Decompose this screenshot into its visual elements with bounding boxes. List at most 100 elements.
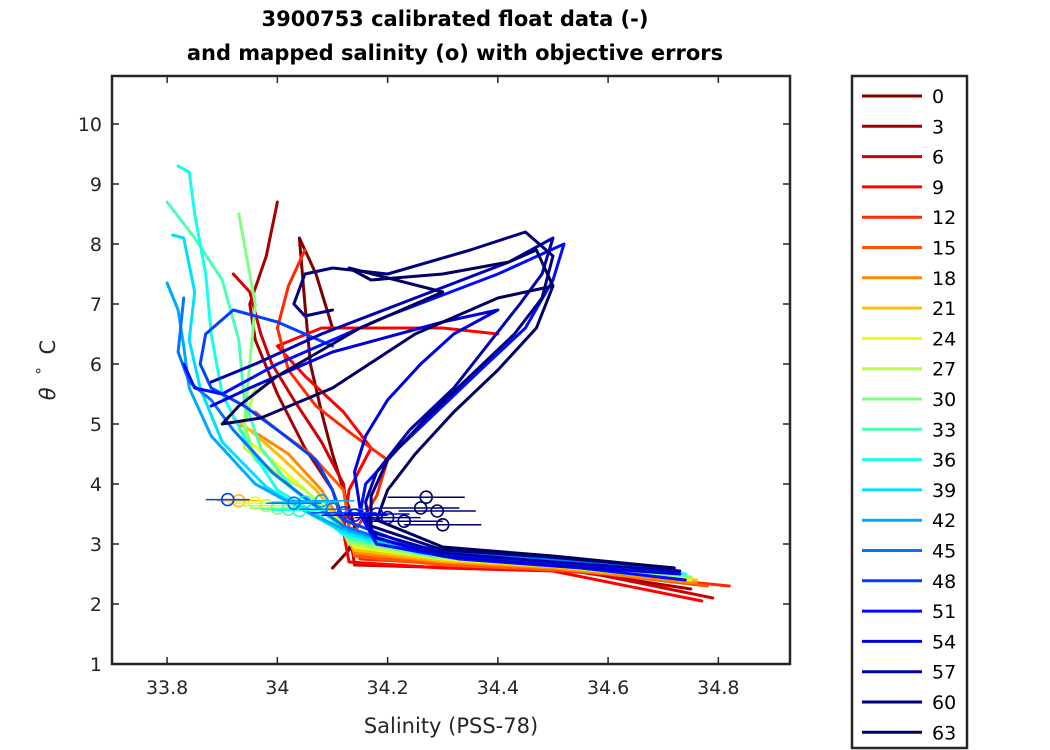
legend-entry-54: 54 [862, 631, 956, 653]
mapped-salinity-point-15 [387, 490, 465, 505]
legend-label: 27 [932, 359, 956, 381]
legend-label: 48 [932, 571, 956, 593]
legend-label: 51 [932, 601, 956, 623]
legend-label: 54 [932, 631, 956, 653]
legend-label: 45 [932, 541, 956, 563]
legend-entry-12: 12 [862, 207, 956, 229]
chart-subtitle: and mapped salinity (o) with objective e… [187, 41, 723, 65]
legend-label: 12 [932, 207, 956, 229]
y-tick-label: 1 [90, 654, 102, 676]
legend-label: 9 [932, 177, 944, 199]
profile-series-11 [165, 200, 687, 576]
float-profiles [165, 164, 731, 603]
x-tick-label: 33.8 [146, 677, 188, 699]
mapped-salinity-point-17 [404, 517, 482, 532]
legend-entry-9: 9 [862, 177, 944, 199]
legend-entry-27: 27 [862, 359, 956, 381]
profile-series-20 [292, 230, 676, 570]
legend-entry-60: 60 [862, 692, 956, 714]
profile-series-13 [171, 233, 682, 576]
legend-entry-24: 24 [862, 328, 956, 350]
x-tick-label: 34.8 [697, 677, 739, 699]
legend-entry-0: 0 [862, 86, 944, 108]
legend-entry-45: 45 [862, 541, 956, 563]
mapped-salinity-marker [413, 501, 428, 515]
legend-label: 6 [932, 147, 944, 169]
mapped-salinity-point-0 [216, 493, 261, 508]
mapped-salinity-point-10 [321, 508, 388, 523]
legend-label: 42 [932, 510, 956, 532]
legend-entry-42: 42 [862, 510, 956, 532]
legend-label: 24 [932, 328, 956, 350]
y-axis-label-symbol: θ [36, 387, 60, 400]
legend-label: 30 [932, 389, 956, 411]
y-tick-label: 6 [90, 354, 102, 376]
mapped-salinity-markers [205, 490, 482, 532]
mapped-salinity-marker [380, 510, 395, 525]
legend-entry-6: 6 [862, 147, 944, 169]
legend-entry-15: 15 [862, 238, 956, 260]
legend-label: 36 [932, 450, 956, 472]
mapped-salinity-marker [419, 490, 433, 505]
x-axis-ticks: 33.8 34 34.2 34.4 34.6 34.8 [146, 76, 739, 699]
y-axis-label-degree: ° [33, 367, 51, 375]
mapped-salinity-point-18 [205, 492, 250, 507]
x-axis-label: Salinity (PSS-78) [364, 714, 538, 738]
y-axis-label-unit: C [36, 340, 60, 355]
x-tick-label: 34.2 [366, 677, 408, 699]
mapped-salinity-point-16 [398, 504, 476, 518]
mapped-salinity-point-14 [382, 501, 460, 515]
profile-series-21 [220, 248, 676, 570]
svg-text:θ ° C: θ ° C [28, 340, 60, 400]
mapped-salinity-point-19 [266, 496, 322, 511]
mapped-salinity-marker [347, 508, 362, 523]
legend-label: 15 [932, 238, 956, 260]
y-tick-label: 7 [90, 294, 102, 316]
y-tick-label: 2 [90, 594, 102, 616]
mapped-salinity-marker [430, 504, 445, 518]
y-axis-ticks: 1 2 3 4 5 6 7 8 9 10 [78, 114, 790, 676]
legend-entry-33: 33 [862, 419, 956, 441]
legend-entry-30: 30 [862, 389, 956, 411]
x-tick-label: 34.4 [477, 677, 519, 699]
legend-label: 57 [932, 662, 956, 684]
x-tick-label: 34 [265, 677, 289, 699]
legend-entry-57: 57 [862, 662, 956, 684]
mapped-salinity-point-13 [365, 514, 443, 529]
mapped-salinity-marker [298, 495, 312, 509]
chart-title: 3900753 calibrated float data (-) [262, 7, 649, 31]
legend-entry-21: 21 [862, 298, 956, 320]
legend-label: 33 [932, 419, 956, 441]
mapped-salinity-marker [314, 493, 329, 508]
plot-area-frame [110, 74, 792, 666]
legend-label: 39 [932, 480, 956, 502]
legend-entry-63: 63 [862, 722, 956, 744]
legend-label: 60 [932, 692, 956, 714]
legend-entry-39: 39 [862, 480, 956, 502]
mapped-salinity-marker [435, 517, 450, 532]
profile-series-17 [182, 242, 687, 582]
legend-label: 21 [932, 298, 956, 320]
mapped-salinity-marker [287, 496, 301, 511]
x-tick-label: 34.6 [587, 677, 629, 699]
y-tick-label: 10 [78, 114, 102, 136]
mapped-salinity-marker [231, 493, 246, 508]
legend-label: 3 [932, 116, 944, 138]
y-tick-label: 8 [90, 234, 102, 256]
y-tick-label: 5 [90, 414, 102, 436]
legend-label: 18 [932, 268, 956, 290]
mapped-salinity-marker [397, 514, 411, 529]
profile-series-18 [209, 308, 682, 576]
legend-entry-51: 51 [862, 601, 956, 623]
legend-label: 63 [932, 722, 956, 744]
mapped-salinity-marker [220, 492, 235, 507]
legend-entry-48: 48 [862, 571, 956, 593]
legend-entry-36: 36 [862, 450, 956, 472]
y-tick-label: 4 [90, 474, 102, 496]
legend-label: 0 [932, 86, 944, 108]
y-tick-label: 3 [90, 534, 102, 556]
y-axis-label: θ ° C [28, 340, 60, 400]
legend-entry-3: 3 [862, 116, 944, 138]
